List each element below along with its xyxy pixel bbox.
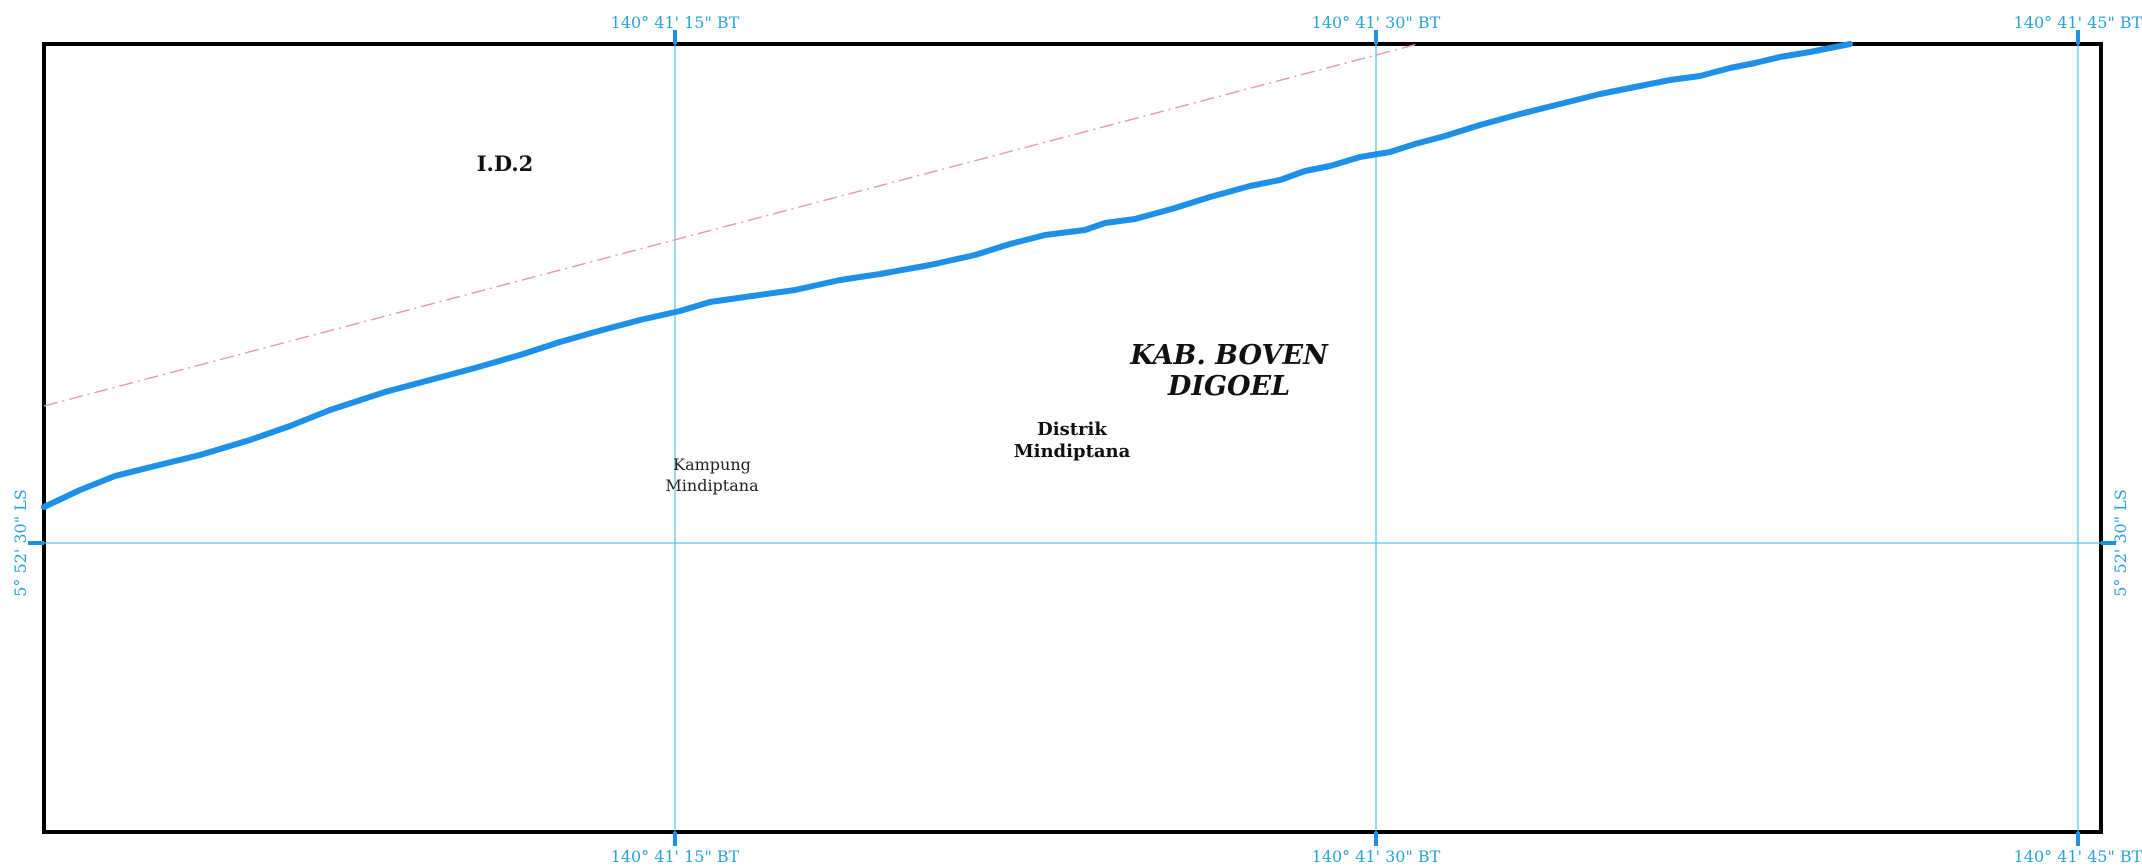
lat-label-right: 5° 52' 30" LS bbox=[2111, 489, 2130, 597]
lon-label-top-2: 140° 41' 30" BT bbox=[1312, 13, 1441, 32]
river-line bbox=[41, 41, 1853, 510]
lon-label-bottom-1: 140° 41' 15" BT bbox=[611, 847, 740, 866]
kampung-label-line2: Mindiptana bbox=[665, 476, 759, 495]
graticule bbox=[28, 30, 2116, 846]
area-code-label: I.D.2 bbox=[477, 151, 534, 176]
boundary-line bbox=[43, 43, 1419, 407]
lon-label-top-1: 140° 41' 15" BT bbox=[611, 13, 740, 32]
kabupaten-label-line1: KAB. BOVEN bbox=[1129, 340, 1329, 371]
distrik-label-line2: Mindiptana bbox=[1014, 441, 1131, 462]
lat-label-left: 5° 52' 30" LS bbox=[11, 489, 30, 597]
lon-label-bottom-2: 140° 41' 30" BT bbox=[1312, 847, 1441, 866]
map-frame bbox=[42, 42, 2103, 834]
lon-label-top-3: 140° 41' 45" BT bbox=[2014, 13, 2142, 32]
distrik-label-line1: Distrik bbox=[1037, 419, 1107, 440]
kabupaten-label-line2: DIGOEL bbox=[1167, 371, 1290, 402]
grid-ticks bbox=[28, 30, 2116, 846]
kampung-label-line1: Kampung bbox=[673, 455, 751, 474]
lon-label-bottom-3: 140° 41' 45" BT bbox=[2014, 847, 2142, 866]
